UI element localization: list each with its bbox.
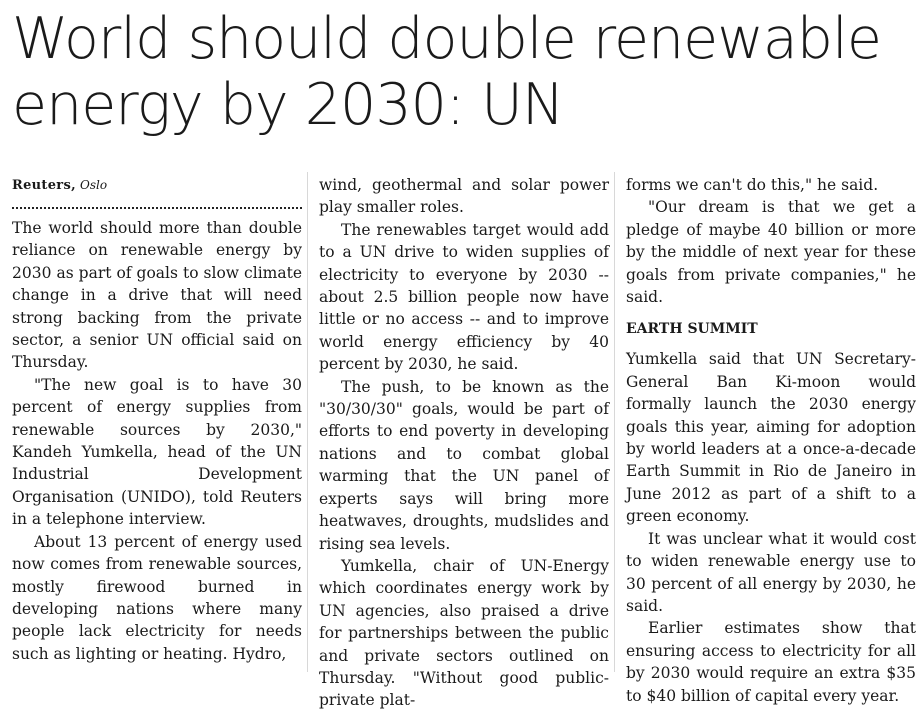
column-divider bbox=[307, 172, 308, 672]
paragraph: The push, to be known as the "30/30/30" … bbox=[319, 377, 609, 553]
paragraph: wind, geothermal and solar power play sm… bbox=[319, 176, 609, 217]
paragraph: Yumkella said that UN Secretary-General … bbox=[626, 350, 916, 526]
paragraph: The world should more than double relian… bbox=[12, 219, 302, 372]
section-subhead: EARTH SUMMIT bbox=[626, 321, 758, 338]
headline: World should double renewable energy by … bbox=[12, 6, 912, 138]
headline-line-2: energy by 2030: UN bbox=[12, 72, 565, 138]
paragraph: forms we can't do this," he said. bbox=[626, 176, 879, 194]
paragraph: "Our dream is that we get a pledge of ma… bbox=[626, 198, 916, 307]
paragraph: Yumkella, chair of UN-Energy which coord… bbox=[319, 556, 609, 710]
headline-line-1: World should double renewable bbox=[12, 6, 882, 72]
article-column-3: forms we can't do this," he said. "Our d… bbox=[626, 174, 916, 707]
dotted-separator bbox=[12, 199, 302, 209]
paragraph: "The new goal is to have 30 percent of e… bbox=[12, 375, 302, 529]
article-column-1: Reuters, Oslo The world should more than… bbox=[12, 174, 302, 665]
paragraph: Earlier estimates show that ensuring acc… bbox=[626, 619, 916, 705]
byline: Reuters, Oslo bbox=[12, 174, 302, 197]
column-divider bbox=[614, 172, 615, 672]
article-column-2: wind, geothermal and solar power play sm… bbox=[319, 174, 609, 712]
paragraph: The renewables target would add to a UN … bbox=[319, 220, 609, 374]
byline-agency: Reuters, bbox=[12, 178, 76, 193]
paragraph: About 13 percent of energy used now come… bbox=[12, 532, 302, 663]
byline-city: Oslo bbox=[80, 178, 108, 192]
paragraph: It was unclear what it would cost to wid… bbox=[626, 529, 916, 615]
